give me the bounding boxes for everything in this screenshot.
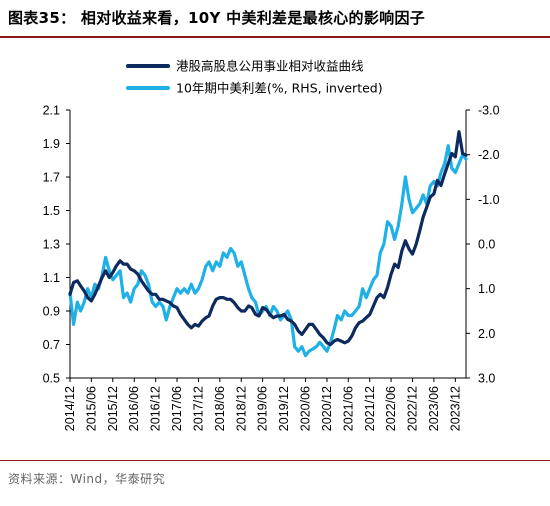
x-tick-label: 2021/12 <box>363 386 377 431</box>
x-tick-label: 2022/12 <box>406 386 420 431</box>
x-tick-label: 2015/06 <box>84 386 98 431</box>
x-tick-label: 2016/06 <box>127 386 141 431</box>
x-tick-label: 2023/06 <box>427 386 441 431</box>
x-tick-label: 2019/06 <box>256 386 270 431</box>
left-tick-label: 1.7 <box>43 171 60 185</box>
right-tick-label: 2.0 <box>478 327 495 341</box>
left-tick-label: 0.5 <box>43 372 60 386</box>
series-layer <box>68 130 468 358</box>
x-tick-label: 2016/12 <box>149 386 163 431</box>
x-tick-label: 2015/12 <box>106 386 120 431</box>
right-tick-label: 1.0 <box>478 282 495 296</box>
left-tick-label: 1.5 <box>43 204 60 218</box>
title-bar: 图表35： 相对收益来看，10Y 中美利差是最核心的影响因子 <box>0 0 550 38</box>
x-tick-label: 2022/06 <box>384 386 398 431</box>
right-tick-label: -3.0 <box>478 104 500 118</box>
legend-label: 10年期中美利差(%, RHS, inverted) <box>176 81 383 96</box>
left-tick-label: 0.9 <box>43 305 60 319</box>
series-line-rate-spread <box>68 144 468 358</box>
x-tick-label: 2023/12 <box>448 386 462 431</box>
x-tick-label: 2017/12 <box>191 386 205 431</box>
left-tick-label: 0.7 <box>43 338 60 352</box>
left-tick-label: 1.3 <box>43 238 60 252</box>
right-tick-label: 3.0 <box>478 372 495 386</box>
line-chart: 港股高股息公用事业相对收益曲线 10年期中美利差(%, RHS, inverted… <box>43 59 500 432</box>
legend: 港股高股息公用事业相对收益曲线 10年期中美利差(%, RHS, inverted… <box>126 59 383 96</box>
axes <box>66 109 470 382</box>
right-tick-label: -2.0 <box>478 148 500 162</box>
right-tick-label: -1.0 <box>478 193 500 207</box>
chart-title: 图表35： 相对收益来看，10Y 中美利差是最核心的影响因子 <box>8 9 426 27</box>
x-tick-label: 2020/12 <box>320 386 334 431</box>
source-note: 资料来源：Wind，华泰研究 <box>8 472 166 486</box>
x-tick-label: 2018/12 <box>234 386 248 431</box>
x-tick-label: 2021/06 <box>341 386 355 431</box>
legend-label: 港股高股息公用事业相对收益曲线 <box>176 59 364 74</box>
left-tick-label: 1.9 <box>43 137 60 151</box>
right-tick-label: 0.0 <box>478 238 495 252</box>
source-divider <box>0 460 550 461</box>
left-tick-label: 2.1 <box>43 104 60 118</box>
series-line-relative-return <box>68 130 468 347</box>
x-tick-label: 2018/06 <box>213 386 227 431</box>
x-tick-label: 2017/06 <box>170 386 184 431</box>
x-tick-label: 2014/12 <box>63 386 77 431</box>
x-tick-label: 2019/12 <box>277 386 291 431</box>
tick-labels: 0.5 0.7 0.9 1.1 1.3 1.5 1.7 1.9 2.1 -3.0 -2.0 -1.0 0… <box>43 104 500 432</box>
x-tick-label: 2020/06 <box>299 386 313 431</box>
title-divider <box>0 36 550 38</box>
left-tick-label: 1.1 <box>43 271 60 285</box>
